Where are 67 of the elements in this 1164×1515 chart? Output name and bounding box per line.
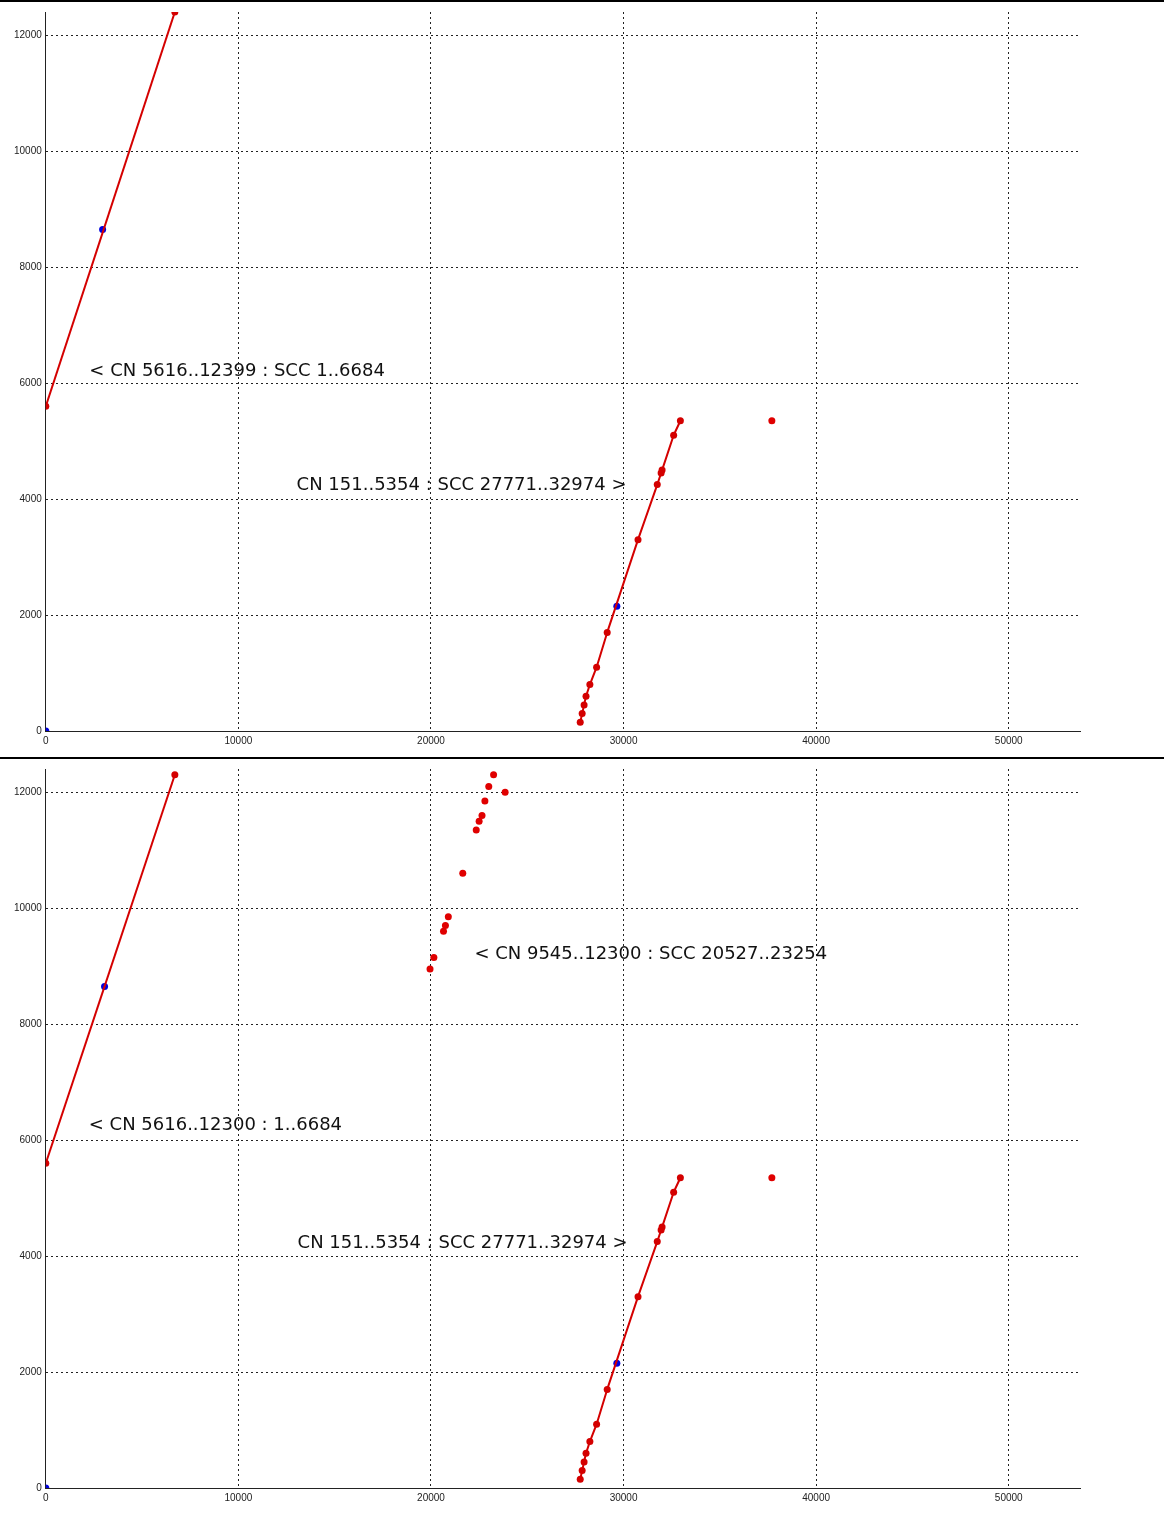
point bbox=[593, 1420, 601, 1428]
x-tick-label: 30000 bbox=[609, 1491, 638, 1503]
point bbox=[440, 927, 447, 935]
x-tick-label: 30000 bbox=[609, 734, 638, 746]
point bbox=[478, 811, 486, 819]
point bbox=[586, 1438, 594, 1446]
point bbox=[634, 536, 642, 544]
point bbox=[582, 1449, 590, 1457]
point bbox=[481, 797, 489, 805]
y-tick-label: 0 bbox=[36, 724, 43, 736]
annotation: < CN 9545..12300 : SCC 20527..23254 bbox=[474, 942, 828, 964]
y-tick-label: 4000 bbox=[19, 1249, 43, 1261]
y-tick-label: 0 bbox=[36, 1481, 43, 1493]
point bbox=[578, 1467, 586, 1475]
y-tick-label: 10000 bbox=[14, 144, 43, 156]
point bbox=[580, 701, 588, 709]
x-tick-label: 20000 bbox=[417, 734, 446, 746]
point bbox=[593, 663, 601, 671]
point bbox=[586, 681, 594, 689]
y-tick-label: 12000 bbox=[14, 28, 43, 40]
point bbox=[576, 1475, 584, 1483]
point bbox=[603, 628, 611, 636]
point bbox=[485, 782, 493, 790]
point bbox=[653, 1238, 661, 1246]
point bbox=[670, 1188, 678, 1196]
point bbox=[676, 1174, 684, 1182]
y-tick-label: 8000 bbox=[19, 1017, 43, 1029]
x-tick-label: 40000 bbox=[802, 1491, 831, 1503]
x-tick-label: 20000 bbox=[417, 1491, 446, 1503]
x-tick-label: 10000 bbox=[224, 1491, 253, 1503]
point bbox=[472, 826, 480, 834]
point bbox=[444, 913, 452, 921]
point bbox=[768, 1174, 776, 1182]
point bbox=[653, 481, 661, 489]
point bbox=[578, 710, 586, 718]
x-tick-label: 50000 bbox=[994, 734, 1024, 746]
y-tick-label: 2000 bbox=[19, 1365, 43, 1377]
point bbox=[426, 965, 434, 973]
point bbox=[430, 953, 438, 961]
y-tick-label: 12000 bbox=[14, 785, 43, 797]
y-tick-label: 8000 bbox=[19, 260, 43, 272]
y-tick-label: 10000 bbox=[14, 901, 43, 913]
point bbox=[768, 417, 776, 425]
point bbox=[582, 692, 590, 700]
point bbox=[475, 817, 483, 825]
point bbox=[603, 1385, 611, 1393]
point bbox=[459, 869, 467, 877]
point bbox=[501, 788, 509, 796]
y-tick-label: 6000 bbox=[19, 1133, 43, 1145]
point bbox=[490, 771, 498, 779]
x-tick-label: 50000 bbox=[994, 1491, 1024, 1503]
point bbox=[441, 922, 449, 930]
x-tick-label: 40000 bbox=[802, 734, 831, 746]
annotation: CN 151..5354 : SCC 27771..32974 > bbox=[297, 1231, 628, 1253]
point bbox=[576, 718, 584, 726]
annotation: < CN 5616..12300 : 1..6684 bbox=[88, 1113, 343, 1135]
point bbox=[676, 417, 684, 425]
point bbox=[171, 771, 179, 779]
y-tick-label: 6000 bbox=[19, 376, 43, 388]
point bbox=[634, 1293, 642, 1301]
y-tick-label: 2000 bbox=[19, 608, 43, 620]
y-tick-label: 4000 bbox=[19, 492, 43, 504]
point bbox=[580, 1458, 588, 1466]
annotation: < CN 5616..12399 : SCC 1..6684 bbox=[89, 359, 385, 381]
x-tick-label: 10000 bbox=[224, 734, 253, 746]
annotation: CN 151..5354 : SCC 27771..32974 > bbox=[296, 472, 627, 494]
point bbox=[670, 431, 678, 439]
